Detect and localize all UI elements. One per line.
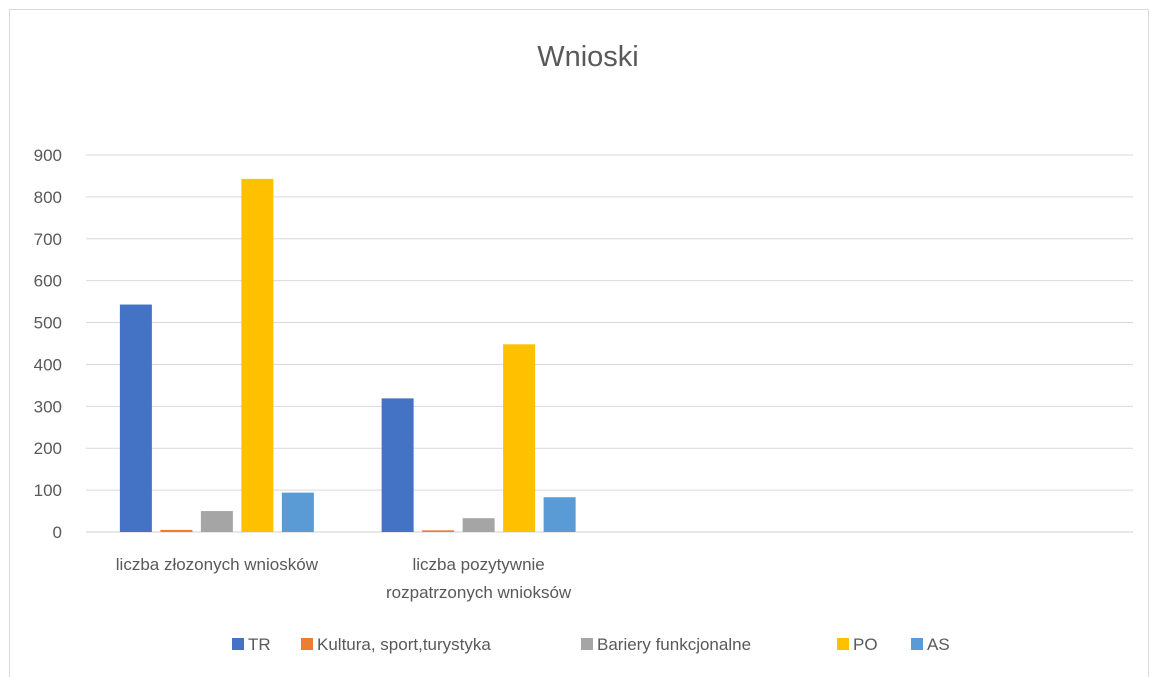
y-tick-label: 900: [34, 146, 62, 165]
bar-as: [281, 492, 314, 532]
bar-po: [241, 178, 274, 533]
y-tick-label: 400: [34, 355, 62, 374]
legend-swatch: [232, 638, 244, 650]
y-tick-label: 600: [34, 272, 62, 291]
bar-kultura-sport-turystyka: [160, 529, 193, 532]
x-category-label: rozpatrzonych wnioksów: [386, 583, 572, 602]
y-tick-label: 200: [34, 439, 62, 458]
y-tick-label: 500: [34, 314, 62, 333]
x-axis-labels: liczba złozonych wniosków liczba pozytywn…: [116, 555, 572, 602]
y-axis-labels: 0 100 200 300 400 500 600 700 800 900: [34, 146, 62, 542]
chart-area: [9, 9, 1149, 677]
legend-swatch: [837, 638, 849, 650]
bar-tr: [119, 304, 152, 532]
chart-title: Wnioski: [537, 41, 639, 73]
bar-as: [543, 497, 576, 532]
legend-label: TR: [248, 635, 271, 654]
y-tick-label: 800: [34, 188, 62, 207]
legend-label: Bariery funkcjonalne: [597, 635, 751, 654]
legend: TR Kultura, sport,turystyka Bariery funkcj…: [232, 635, 950, 654]
y-tick-label: 300: [34, 397, 62, 416]
legend-label: PO: [853, 635, 878, 654]
bar-bariery-funkcjonalne: [200, 511, 233, 532]
y-tick-label: 0: [53, 523, 62, 542]
legend-label: Kultura, sport,turystyka: [317, 635, 491, 654]
y-tick-label: 700: [34, 230, 62, 249]
bar-po: [503, 344, 536, 532]
bar-kultura-sport-turystyka: [422, 530, 455, 532]
legend-label: AS: [927, 635, 950, 654]
legend-swatch: [581, 638, 593, 650]
y-tick-label: 100: [34, 481, 62, 500]
x-category-label: liczba pozytywnie: [412, 555, 544, 574]
legend-swatch: [301, 638, 313, 650]
bars: [119, 178, 576, 533]
x-category-label: liczba złozonych wniosków: [116, 555, 319, 574]
bar-tr: [381, 398, 414, 532]
legend-swatch: [911, 638, 923, 650]
bar-bariery-funkcjonalne: [462, 518, 495, 532]
